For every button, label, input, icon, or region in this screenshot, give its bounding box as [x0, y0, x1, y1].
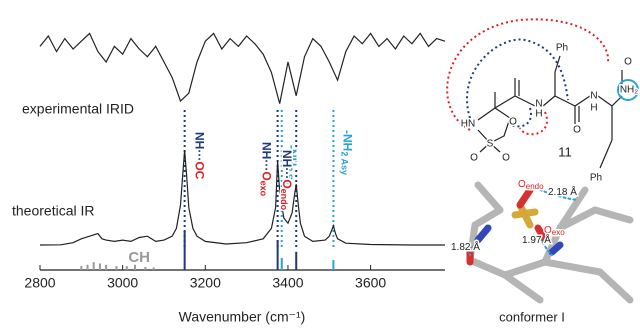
annotation-part: NH···: [192, 132, 206, 161]
stick: [115, 266, 117, 270]
stick: [99, 264, 101, 271]
stick: [105, 265, 107, 270]
annotation-part: endo: [279, 189, 289, 211]
stick: [126, 266, 128, 270]
atom-label: NH₂: [620, 85, 638, 96]
x-tick-label: 2800: [24, 275, 55, 291]
series-label: experimental IRID: [22, 101, 134, 117]
hbond-arrow: [447, 19, 608, 130]
conformer-label: 2.18 Å: [548, 185, 577, 198]
atom-label: O: [502, 153, 510, 164]
series-label: theoretical IR: [12, 203, 94, 219]
x-axis-label: Wavenumber (cm⁻¹): [179, 309, 306, 325]
atom-label: S: [487, 139, 494, 150]
hbond-arrow: [520, 112, 547, 134]
stick: [87, 265, 89, 270]
annotation-part: O: [259, 171, 273, 180]
page: {"chart_data": {"type": "line", "xlabel"…: [0, 0, 640, 329]
stick: [281, 258, 283, 270]
stick: [295, 252, 297, 270]
annotation-part: OC: [192, 161, 206, 179]
x-tick-label: 3000: [107, 275, 138, 291]
stick: [153, 267, 155, 270]
peak-annotation: -NH2 Asy: [339, 130, 354, 175]
atom-label: N: [535, 99, 542, 110]
label-main: 2.18 Å: [548, 185, 577, 198]
conformer-label: 1.97 Å: [522, 233, 551, 246]
annotation-part: NH···: [280, 150, 294, 179]
hbond-arrow: [467, 40, 568, 118]
peak-annotation: NH···OC: [192, 132, 206, 180]
atom-label: H: [535, 109, 542, 120]
annotation-part: 2 Asy: [339, 151, 349, 175]
spectrum-line: [40, 150, 445, 245]
annotation-part: exo: [258, 181, 268, 197]
conformer-label: 1.82 Å: [451, 240, 480, 253]
atom-label: O: [573, 125, 581, 136]
label-sub: exo: [552, 228, 565, 237]
atom-label: O: [509, 117, 517, 128]
molecule-skeleton: [478, 56, 622, 168]
atom-label: O: [624, 57, 632, 68]
annotation-part: NH···: [259, 142, 273, 171]
peak-annotation: NH···Oexo: [258, 142, 273, 197]
atom-label: Ph: [590, 173, 602, 184]
label-sub: endo: [526, 182, 544, 191]
stick-label: CH: [128, 249, 150, 266]
x-tick-label: 3200: [190, 275, 221, 291]
label-main: 1.82 Å: [451, 240, 480, 253]
conformer-caption: conformer I: [499, 309, 565, 324]
conformer-label: Oendo: [518, 179, 544, 191]
atom-label: 11: [558, 144, 572, 159]
atom-label: H: [590, 103, 597, 114]
atom-label: O: [470, 153, 478, 164]
spectrum-line: [40, 33, 445, 103]
atom-label: HN: [461, 119, 475, 130]
atom-label: Ph: [556, 43, 568, 54]
stick: [93, 262, 95, 270]
atom-label: N: [590, 91, 597, 102]
x-tick-label: 3600: [355, 275, 386, 291]
stick: [184, 231, 186, 270]
annotation-part: -NH: [340, 130, 354, 151]
stick: [80, 266, 82, 270]
x-tick-label: 3400: [272, 275, 303, 291]
label-main: 1.97 Å: [522, 233, 551, 246]
stick: [332, 260, 334, 270]
stick: [144, 267, 146, 270]
stick: [277, 240, 279, 270]
figure: experimental IRID theoretical IR Wavenum…: [0, 0, 640, 329]
annotation-part: O: [280, 179, 294, 188]
peak-annotation: NH···Oendo: [279, 150, 294, 211]
